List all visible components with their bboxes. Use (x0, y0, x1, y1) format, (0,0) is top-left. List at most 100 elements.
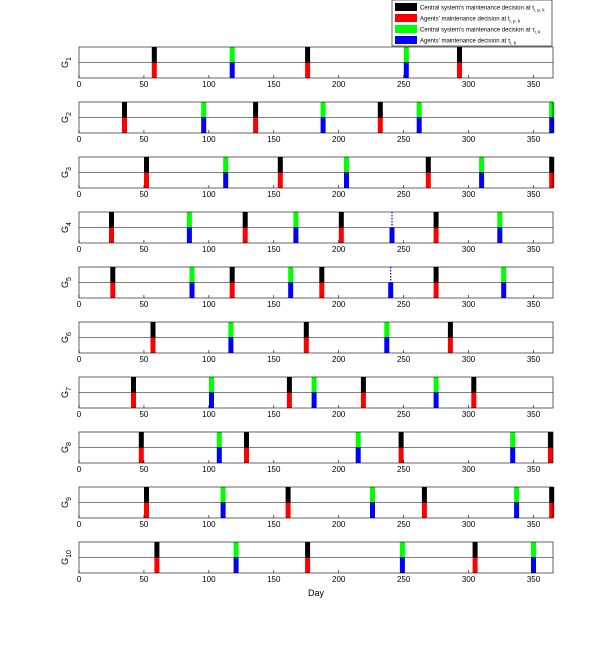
x-tick-label: 200 (332, 465, 346, 474)
x-tick-label: 150 (267, 190, 281, 199)
central-tp-bar (122, 102, 127, 118)
x-tick-label: 100 (202, 575, 216, 584)
x-tick-label: 300 (462, 135, 476, 144)
central-tp-bar (138, 432, 144, 448)
agent-tau-bar (320, 117, 326, 133)
x-tick-label: 100 (202, 355, 216, 364)
panel-label-letter: G (60, 61, 70, 68)
central-tp-bar (472, 542, 478, 558)
central-tau-bar (384, 322, 390, 338)
agent-tp-bar (425, 172, 431, 188)
agent-tp-bar (305, 62, 311, 78)
central-tau-bar (186, 212, 192, 228)
agent-tau-bar (228, 337, 234, 353)
x-tick-label: 150 (267, 520, 281, 529)
agent-tp-bar (398, 447, 404, 463)
panel-g4: 0 50 100 150 200 250 300 350 G4 (60, 211, 554, 254)
legend-label-text: Agents' maintenance decision at τ (420, 39, 511, 45)
x-tick-label: 50 (139, 135, 148, 144)
central-tau-bar (288, 267, 294, 283)
central-tau-bar (201, 102, 207, 118)
x-tick-label: 150 (267, 355, 281, 364)
central-tp-bar (305, 542, 311, 558)
agent-tau-bar (433, 392, 439, 408)
agent-tau-bar (479, 172, 485, 188)
panel-g3: 0 50 100 150 200 250 300 350 G3 (60, 156, 555, 199)
panel-label-letter: G (60, 391, 70, 398)
agent-tau-bar (531, 557, 536, 573)
legend: Central system's maintenance decision at… (391, 0, 553, 47)
agent-tp-bar (471, 392, 477, 408)
panel-g5: 0 50 100 150 200 250 300 350 G5 (60, 266, 554, 309)
central-tau-bar (229, 47, 235, 63)
legend-swatch-central-tp (395, 3, 417, 11)
x-tick-label: 150 (267, 410, 281, 419)
agent-tp-bar (305, 557, 311, 573)
agent-tp-bar (421, 502, 427, 518)
agent-tp-bar (242, 227, 248, 243)
agent-tau-bar (370, 502, 375, 518)
x-tick-label: 300 (462, 190, 476, 199)
panel-g10: 0 50 100 150 200 250 300 350 G10 (60, 541, 554, 584)
central-tp-bar (457, 47, 462, 63)
agent-tau-bar (311, 392, 317, 408)
panel-label-sub: 10 (66, 550, 73, 558)
x-tick-label: 0 (77, 355, 82, 364)
x-tick-label: 100 (202, 300, 216, 309)
agent-tau-bar (355, 447, 361, 463)
panel-label-letter: G (60, 501, 70, 508)
agent-tau-bar (403, 62, 409, 78)
agent-tau-bar (514, 502, 520, 518)
central-tp-bar (398, 432, 404, 448)
agent-tp-bar (131, 392, 136, 408)
central-tp-bar (433, 212, 439, 228)
agent-tp-bar (433, 282, 439, 298)
agent-tau-bar (293, 227, 299, 243)
agent-tp-bar (229, 282, 235, 298)
x-tick-label: 50 (139, 245, 148, 254)
x-tick-label: 50 (139, 355, 148, 364)
x-tick-label: 50 (139, 80, 148, 89)
central-tau-bar (293, 212, 299, 228)
panel-label: G6 (60, 332, 73, 343)
panel-label: G3 (60, 167, 73, 178)
agent-tp-bar (285, 502, 291, 518)
x-tick-label: 350 (527, 520, 541, 529)
agent-tp-bar (109, 227, 114, 243)
legend-label: Central system's maintenance decision at… (420, 28, 541, 35)
x-tick-label: 50 (139, 410, 148, 419)
agent-tp-bar (122, 117, 127, 133)
x-tick-label: 0 (77, 575, 82, 584)
panel-label-sub: 8 (66, 442, 73, 446)
panel-label: G8 (60, 442, 73, 453)
x-tick-label: 0 (77, 190, 82, 199)
central-tau-bar (510, 432, 516, 448)
central-tau-bar (233, 542, 239, 558)
legend-label-sub: i, p, k (534, 8, 546, 13)
panel-label: G2 (60, 112, 73, 123)
central-tp-bar (109, 212, 114, 228)
x-tick-label: 350 (527, 190, 541, 199)
agent-tp-bar (547, 447, 553, 463)
agent-tp-bar (457, 62, 462, 78)
agent-tp-bar (377, 117, 383, 133)
x-tick-label: 200 (332, 300, 346, 309)
agent-tp-bar (244, 447, 249, 463)
agent-tau-bar (216, 447, 222, 463)
central-tp-bar (151, 47, 157, 63)
x-tick-label: 50 (139, 575, 148, 584)
agent-tau-bar (220, 502, 226, 518)
central-tp-bar (244, 432, 249, 448)
x-axis-label: Day (308, 588, 325, 598)
panel-label-letter: G (60, 281, 70, 288)
central-tp-bar (547, 432, 553, 448)
central-tau-bar (344, 157, 349, 173)
x-tick-label: 200 (332, 520, 346, 529)
panel-label: G4 (60, 222, 73, 233)
central-tau-bar (189, 267, 195, 283)
panel-g1: 0 50 100 150 200 250 300 350 G1 (60, 46, 554, 89)
central-tau-bar (209, 377, 214, 393)
central-tp-bar (360, 377, 366, 393)
agent-tau-bar (223, 172, 229, 188)
x-tick-label: 350 (527, 245, 541, 254)
